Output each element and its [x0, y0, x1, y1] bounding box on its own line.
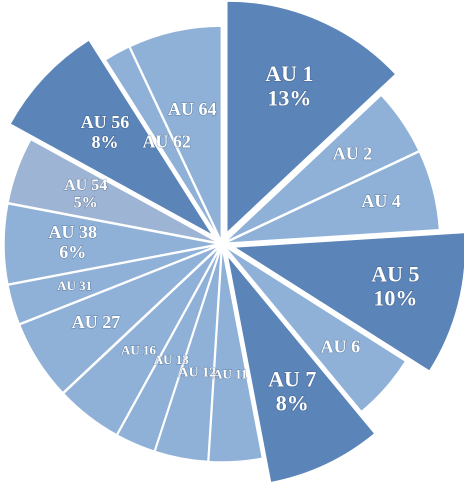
slice-au-62: [104, 45, 222, 242]
slice-au-31: [7, 244, 220, 325]
label-au-13: AU 13: [154, 352, 190, 367]
slice-au-38: [3, 202, 220, 286]
label-au-16: AU 16: [121, 343, 157, 358]
slice-au-1: [226, 0, 397, 235]
slice-au-13: [116, 246, 222, 453]
slice-au-5: [231, 231, 464, 373]
pie-labels: AU 1 13%AU 2AU 4AU 5 10%AU 6AU 7 8%AU 11AU …: [48, 61, 420, 417]
label-au-62: AU 62: [142, 132, 191, 152]
label-au-7: AU 7 8%: [268, 366, 316, 415]
slice-au-64: [128, 25, 223, 242]
slice-au-56: [8, 38, 214, 237]
label-au-6: AU 6: [321, 336, 361, 356]
label-au-5: AU 5 10%: [371, 261, 419, 310]
slice-au-27: [18, 244, 220, 394]
slice-au-2: [223, 94, 421, 243]
label-au-4: AU 4: [361, 191, 401, 211]
slice-au-4: [224, 150, 441, 245]
label-au-12: AU 12: [178, 366, 216, 381]
label-au-31: AU 31: [57, 278, 92, 293]
slice-au-16: [62, 245, 221, 436]
label-au-11: AU 11: [213, 367, 247, 382]
slice-au-54: [7, 138, 220, 244]
label-au-27: AU 27: [72, 312, 121, 332]
label-au-64: AU 64: [168, 99, 217, 119]
label-au-56: AU 56 8%: [81, 112, 130, 152]
pie-slices: [3, 0, 464, 484]
label-au-54: AU 54 5%: [64, 177, 107, 212]
slice-au-11: [207, 246, 264, 463]
label-au-38: AU 38 6%: [49, 222, 98, 262]
slice-au-7: [226, 254, 377, 484]
label-au-2: AU 2: [333, 143, 373, 163]
label-au-1: AU 1 13%: [265, 61, 313, 110]
slice-au-6: [223, 245, 407, 413]
